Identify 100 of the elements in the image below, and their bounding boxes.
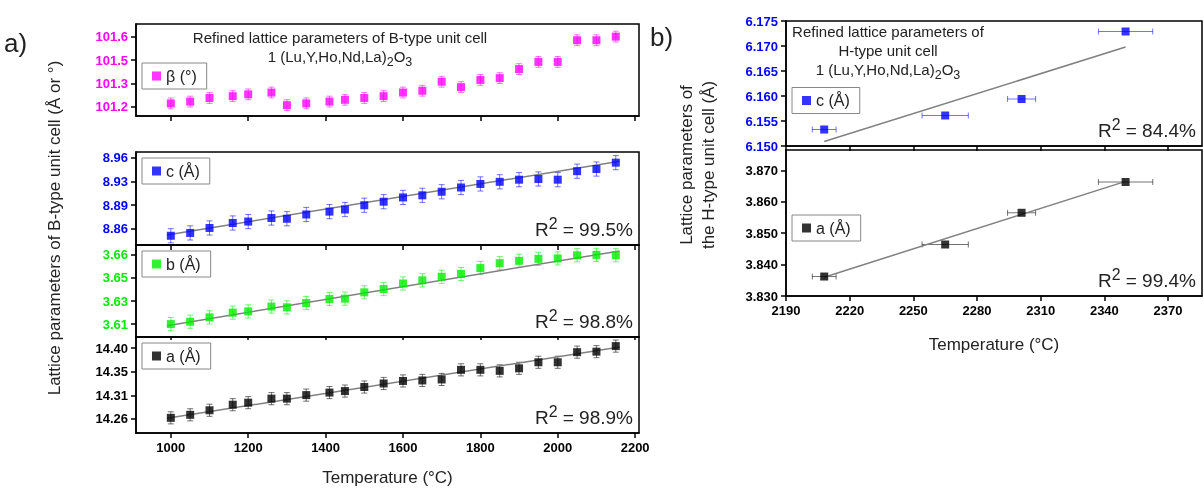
legend-label: a (Å) xyxy=(166,346,201,365)
legend-label: b (Å) xyxy=(166,254,201,273)
point xyxy=(325,295,334,304)
point xyxy=(592,250,601,259)
point xyxy=(515,256,524,265)
x-tick-label: 2280 xyxy=(962,303,992,318)
point xyxy=(820,125,829,134)
x-tick-label: 1000 xyxy=(156,440,186,455)
legend-label: a (Å) xyxy=(816,218,851,237)
annotation: R$^{2}$ = 98.9% xyxy=(534,403,633,430)
point xyxy=(360,288,369,297)
y-tick-label: 6.160 xyxy=(745,88,778,104)
y-tick-label: 6.155 xyxy=(745,113,778,129)
y-tick-label: 8.96 xyxy=(102,150,128,166)
point xyxy=(457,183,466,192)
point xyxy=(495,366,504,375)
y-tick-label: 14.35 xyxy=(95,364,128,380)
x-tick-label: 1800 xyxy=(465,440,495,455)
y-tick-label: 3.63 xyxy=(102,293,128,309)
annotation: R$^{2}$ = 99.4% xyxy=(1097,266,1196,293)
point xyxy=(186,228,195,237)
point xyxy=(205,223,214,232)
point xyxy=(244,217,253,226)
point xyxy=(398,193,407,202)
point xyxy=(534,254,543,263)
annotation: R$^{2}$ = 99.5% xyxy=(534,215,633,242)
y-tick-label: 8.89 xyxy=(102,197,128,213)
point xyxy=(1121,27,1130,36)
point xyxy=(1121,178,1130,187)
point xyxy=(476,264,485,273)
point xyxy=(228,308,237,317)
y-tick-label: 6.170 xyxy=(745,38,778,54)
text: a) xyxy=(4,28,28,59)
point xyxy=(379,285,388,294)
y-tick-label: 14.31 xyxy=(95,387,128,403)
point xyxy=(437,375,446,384)
point xyxy=(379,197,388,206)
point xyxy=(282,214,291,223)
x-tick-label: 2310 xyxy=(1026,303,1056,318)
y-tick-label: 101.5 xyxy=(95,52,128,68)
point xyxy=(553,254,562,263)
point xyxy=(186,317,195,326)
point xyxy=(476,365,485,374)
point xyxy=(340,294,349,303)
point xyxy=(553,358,562,367)
annotation: R$^{2}$ = 84.4% xyxy=(1097,116,1196,143)
legend-label: c (Å) xyxy=(816,91,850,109)
y-tick-label: 8.93 xyxy=(102,173,128,189)
point xyxy=(166,231,175,240)
legend-label: c (Å) xyxy=(166,161,200,180)
point xyxy=(398,279,407,288)
point xyxy=(282,394,291,403)
point xyxy=(820,272,829,281)
point xyxy=(267,214,276,223)
point xyxy=(340,205,349,214)
point xyxy=(379,379,388,388)
point xyxy=(267,302,276,311)
x-tick-label: 2000 xyxy=(543,440,573,455)
point xyxy=(611,158,620,167)
text: Refined lattice parameters of B-type unit cell 1 (Lu,Y,Ho,Nd,La)$_{2}$O$_{3}$ xyxy=(192,29,488,69)
point xyxy=(457,270,466,278)
x-axis-title: Temperature (°C) xyxy=(928,335,1060,354)
point xyxy=(418,191,427,200)
y-tick-label: 101.6 xyxy=(95,29,128,45)
point xyxy=(325,388,334,397)
y-tick-label: 3.66 xyxy=(102,247,128,263)
point xyxy=(244,398,253,407)
point xyxy=(267,394,276,403)
point xyxy=(476,179,485,188)
point xyxy=(1017,208,1026,217)
point xyxy=(592,347,601,356)
point xyxy=(553,175,562,184)
point xyxy=(573,251,582,260)
x-tick-label: 2200 xyxy=(620,440,650,455)
point xyxy=(325,207,334,216)
point xyxy=(340,387,349,396)
point xyxy=(534,358,543,367)
point xyxy=(611,251,620,260)
x-tick-label: 2220 xyxy=(835,303,865,318)
y-tick-label: 101.3 xyxy=(95,76,128,92)
point xyxy=(418,376,427,385)
y-tick-label: 3.65 xyxy=(102,270,128,286)
x-tick-label: 1400 xyxy=(311,440,341,455)
annotation: R$^{2}$ = 98.8% xyxy=(534,307,633,334)
point xyxy=(457,365,466,374)
point xyxy=(941,111,950,120)
point xyxy=(515,175,524,184)
point xyxy=(205,406,214,415)
point xyxy=(360,383,369,392)
point xyxy=(244,307,253,316)
point xyxy=(228,218,237,227)
y-axis-title: Lattice parameters of B-type unit cell (Å or °) xyxy=(44,60,65,396)
x-axis-title: Temperature (°C) xyxy=(322,468,453,487)
point xyxy=(302,391,311,400)
y-tick-label: 6.175 xyxy=(745,13,778,29)
point xyxy=(398,376,407,385)
y-tick-label: 3.830 xyxy=(745,288,778,304)
text: b) xyxy=(650,22,674,53)
point xyxy=(495,177,504,186)
y-axis-title: Lattice parameters of the H-type unit cell (Å) xyxy=(676,80,719,250)
